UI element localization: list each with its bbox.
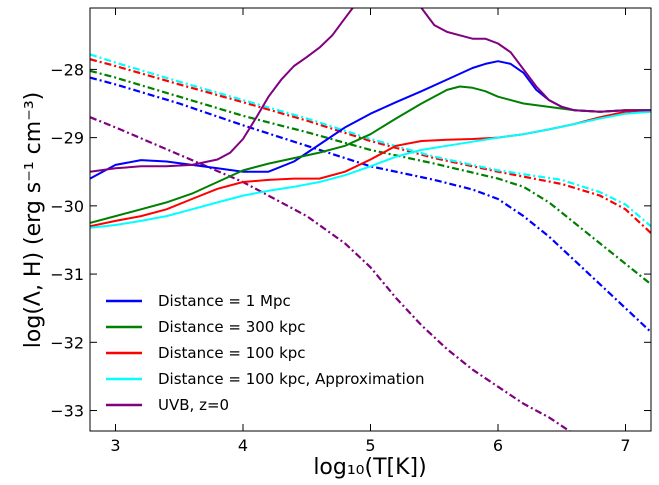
series-line-cooling-4 bbox=[90, 8, 651, 173]
tick-layer: 3 4 5 6 7 −28 −29 −30 −31 −32 −33 bbox=[50, 8, 651, 455]
series-line-heating-5 bbox=[90, 76, 651, 333]
x-tick-label: 7 bbox=[620, 436, 630, 455]
x-tick-label: 5 bbox=[365, 436, 375, 455]
y-axis-label: log(Λ, H) (erg s⁻¹ cm⁻³) bbox=[21, 92, 46, 348]
series-line-heating-9 bbox=[90, 116, 572, 431]
y-tick-label: −32 bbox=[50, 333, 84, 352]
legend-label: Distance = 300 kpc bbox=[158, 318, 306, 336]
legend-label: Distance = 100 kpc bbox=[158, 344, 306, 362]
series-line-heating-8 bbox=[90, 53, 651, 228]
x-tick-label: 3 bbox=[110, 436, 120, 455]
y-tick-label: −30 bbox=[50, 197, 84, 216]
y-tick-label: −28 bbox=[50, 60, 84, 79]
x-tick-label: 4 bbox=[238, 436, 248, 455]
y-tick-label: −33 bbox=[50, 402, 84, 421]
plot-background bbox=[90, 8, 651, 431]
x-axis-label: log₁₀(T[K]) bbox=[313, 455, 426, 480]
legend-label: UVB, z=0 bbox=[158, 396, 229, 414]
series-layer bbox=[90, 8, 651, 431]
legend-label: Distance = 100 kpc, Approximation bbox=[158, 370, 425, 388]
series-line-cooling-1 bbox=[90, 85, 651, 224]
y-tick-label: −29 bbox=[50, 129, 84, 148]
legend-label: Distance = 1 Mpc bbox=[158, 292, 291, 310]
x-tick-label: 6 bbox=[493, 436, 503, 455]
y-tick-label: −31 bbox=[50, 265, 84, 284]
legend: Distance = 1 Mpc Distance = 300 kpc Distan… bbox=[106, 292, 425, 414]
series-line-cooling-3 bbox=[90, 110, 651, 229]
series-line-heating-7 bbox=[90, 58, 651, 234]
